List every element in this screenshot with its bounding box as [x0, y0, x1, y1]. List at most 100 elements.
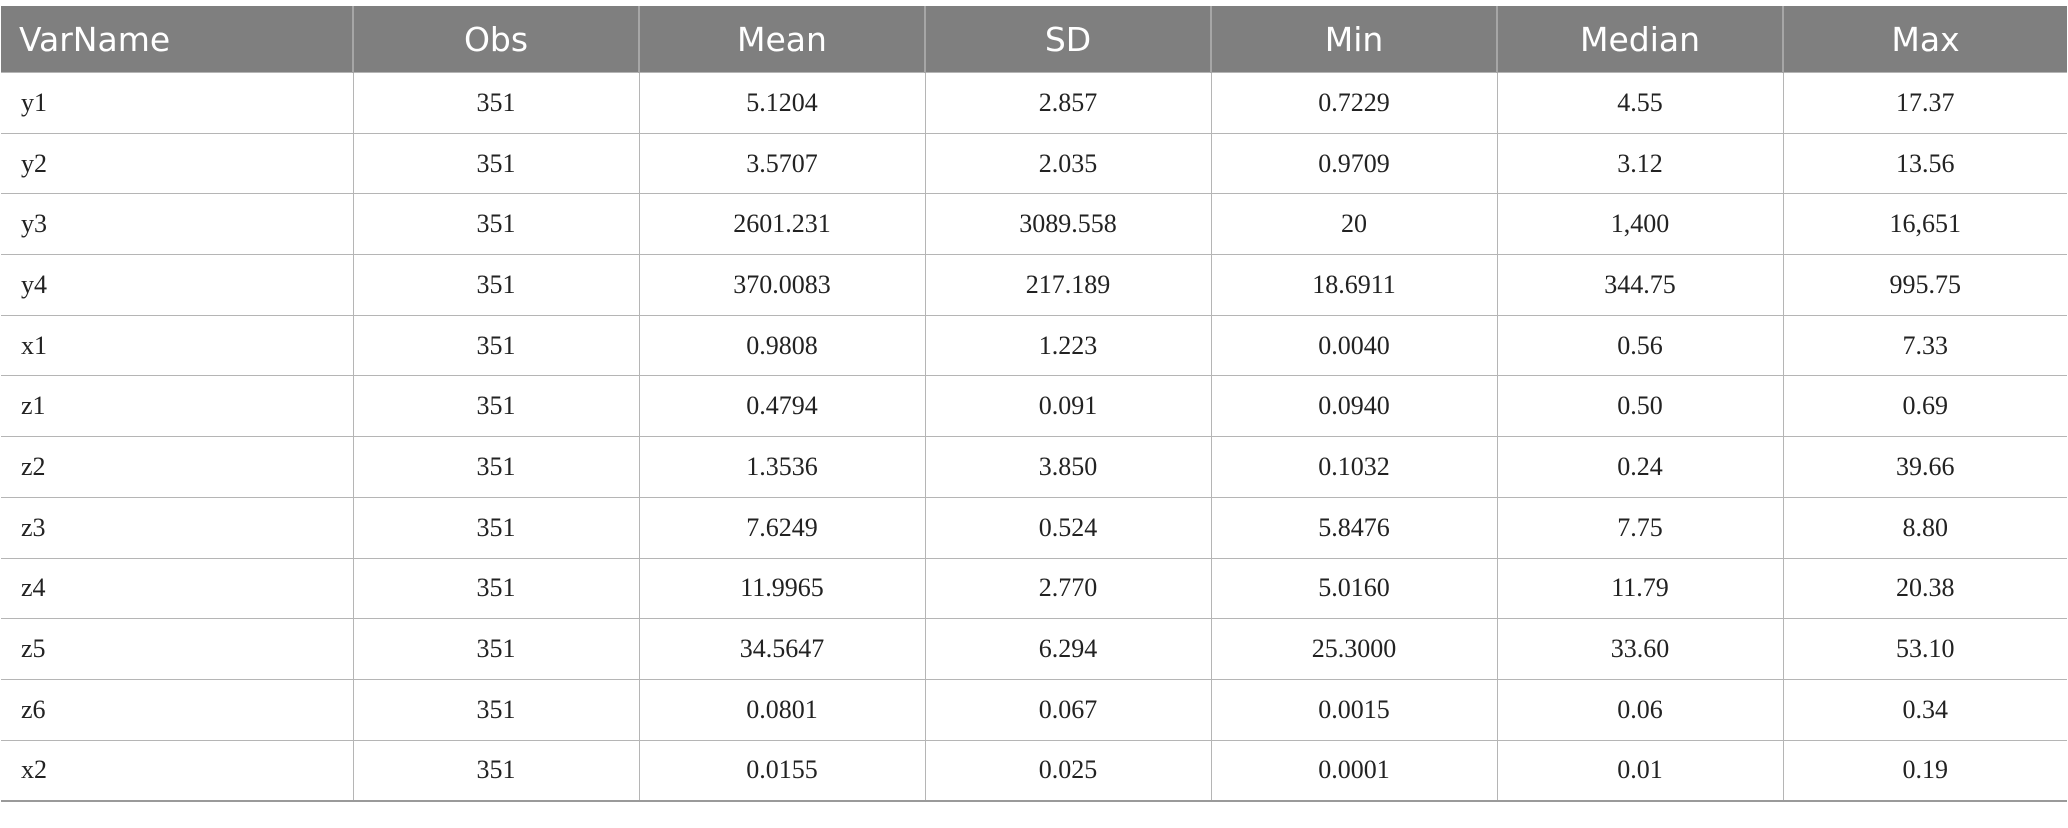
- column-header-obs: Obs: [352, 6, 640, 73]
- table-row: y3 351 2601.231 3089.558 20 1,400 16,651: [1, 193, 2067, 256]
- cell-min: 0.0015: [1210, 678, 1498, 741]
- cell-obs: 351: [352, 557, 640, 620]
- cell-median: 0.56: [1496, 314, 1784, 377]
- cell-min: 25.3000: [1210, 618, 1498, 680]
- cell-median: 11.79: [1496, 557, 1784, 620]
- cell-varname: y3: [1, 193, 354, 256]
- cell-obs: 351: [352, 436, 640, 498]
- table-row: x1 351 0.9808 1.223 0.0040 0.56 7.33: [1, 314, 2067, 377]
- table-header: VarName Obs Mean SD Min Median Max: [1, 6, 2067, 73]
- summary-statistics-table-container: VarName Obs Mean SD Min Median Max y1 351…: [1, 6, 2067, 803]
- table-row: z4 351 11.9965 2.770 5.0160 11.79 20.38: [1, 557, 2067, 620]
- cell-max: 0.34: [1782, 678, 2067, 741]
- cell-mean: 5.1204: [638, 72, 926, 134]
- cell-mean: 370.0083: [638, 254, 926, 316]
- cell-mean: 1.3536: [638, 436, 926, 498]
- column-header-mean: Mean: [638, 6, 926, 73]
- cell-obs: 351: [352, 618, 640, 680]
- cell-mean: 11.9965: [638, 557, 926, 620]
- cell-obs: 351: [352, 254, 640, 316]
- table-row: z6 351 0.0801 0.067 0.0015 0.06 0.34: [1, 678, 2067, 741]
- cell-min: 5.0160: [1210, 557, 1498, 620]
- table-row: y1 351 5.1204 2.857 0.7229 4.55 17.37: [1, 72, 2067, 134]
- cell-varname: z6: [1, 678, 354, 741]
- table-row: x2 351 0.0155 0.025 0.0001 0.01 0.19: [1, 739, 2067, 803]
- cell-varname: x2: [1, 739, 354, 803]
- column-header-varname: VarName: [1, 6, 354, 73]
- cell-sd: 1.223: [924, 314, 1212, 377]
- cell-max: 16,651: [1782, 193, 2067, 256]
- cell-sd: 3089.558: [924, 193, 1212, 256]
- cell-mean: 0.0801: [638, 678, 926, 741]
- summary-statistics-table: VarName Obs Mean SD Min Median Max y1 351…: [1, 6, 2067, 803]
- cell-mean: 7.6249: [638, 496, 926, 559]
- cell-obs: 351: [352, 496, 640, 559]
- table-row: y4 351 370.0083 217.189 18.6911 344.75 995.75: [1, 254, 2067, 316]
- cell-sd: 217.189: [924, 254, 1212, 316]
- cell-obs: 351: [352, 72, 640, 134]
- cell-min: 0.0040: [1210, 314, 1498, 377]
- cell-sd: 0.091: [924, 375, 1212, 438]
- cell-varname: y2: [1, 132, 354, 195]
- table-row: z2 351 1.3536 3.850 0.1032 0.24 39.66: [1, 436, 2067, 498]
- cell-max: 995.75: [1782, 254, 2067, 316]
- cell-max: 17.37: [1782, 72, 2067, 134]
- cell-max: 53.10: [1782, 618, 2067, 680]
- cell-obs: 351: [352, 193, 640, 256]
- cell-varname: z4: [1, 557, 354, 620]
- column-header-min: Min: [1210, 6, 1498, 73]
- cell-mean: 0.9808: [638, 314, 926, 377]
- cell-mean: 2601.231: [638, 193, 926, 256]
- cell-varname: z3: [1, 496, 354, 559]
- cell-min: 0.0940: [1210, 375, 1498, 438]
- cell-varname: z2: [1, 436, 354, 498]
- cell-varname: y1: [1, 72, 354, 134]
- table-row: z3 351 7.6249 0.524 5.8476 7.75 8.80: [1, 496, 2067, 559]
- cell-median: 0.06: [1496, 678, 1784, 741]
- cell-mean: 0.0155: [638, 739, 926, 803]
- cell-min: 20: [1210, 193, 1498, 256]
- cell-max: 39.66: [1782, 436, 2067, 498]
- cell-median: 7.75: [1496, 496, 1784, 559]
- cell-median: 344.75: [1496, 254, 1784, 316]
- cell-median: 1,400: [1496, 193, 1784, 256]
- cell-sd: 2.770: [924, 557, 1212, 620]
- cell-min: 5.8476: [1210, 496, 1498, 559]
- cell-median: 4.55: [1496, 72, 1784, 134]
- cell-min: 0.0001: [1210, 739, 1498, 803]
- cell-mean: 34.5647: [638, 618, 926, 680]
- cell-median: 0.50: [1496, 375, 1784, 438]
- cell-sd: 2.035: [924, 132, 1212, 195]
- cell-median: 0.01: [1496, 739, 1784, 803]
- cell-sd: 2.857: [924, 72, 1212, 134]
- cell-sd: 0.067: [924, 678, 1212, 741]
- column-header-sd: SD: [924, 6, 1212, 73]
- cell-obs: 351: [352, 314, 640, 377]
- table-row: z1 351 0.4794 0.091 0.0940 0.50 0.69: [1, 375, 2067, 438]
- cell-sd: 0.025: [924, 739, 1212, 803]
- cell-sd: 6.294: [924, 618, 1212, 680]
- cell-varname: z5: [1, 618, 354, 680]
- cell-min: 0.1032: [1210, 436, 1498, 498]
- cell-obs: 351: [352, 375, 640, 438]
- column-header-median: Median: [1496, 6, 1784, 73]
- cell-max: 0.19: [1782, 739, 2067, 803]
- cell-mean: 3.5707: [638, 132, 926, 195]
- cell-varname: x1: [1, 314, 354, 377]
- table-row: z5 351 34.5647 6.294 25.3000 33.60 53.10: [1, 618, 2067, 680]
- cell-max: 7.33: [1782, 314, 2067, 377]
- cell-max: 0.69: [1782, 375, 2067, 438]
- cell-min: 0.9709: [1210, 132, 1498, 195]
- cell-mean: 0.4794: [638, 375, 926, 438]
- cell-varname: y4: [1, 254, 354, 316]
- cell-median: 3.12: [1496, 132, 1784, 195]
- cell-max: 13.56: [1782, 132, 2067, 195]
- table-row: y2 351 3.5707 2.035 0.9709 3.12 13.56: [1, 132, 2067, 195]
- cell-max: 8.80: [1782, 496, 2067, 559]
- cell-obs: 351: [352, 739, 640, 803]
- cell-varname: z1: [1, 375, 354, 438]
- column-header-max: Max: [1782, 6, 2067, 73]
- table-body: y1 351 5.1204 2.857 0.7229 4.55 17.37 y2 351 3.57…: [1, 72, 2067, 803]
- cell-sd: 0.524: [924, 496, 1212, 559]
- cell-median: 0.24: [1496, 436, 1784, 498]
